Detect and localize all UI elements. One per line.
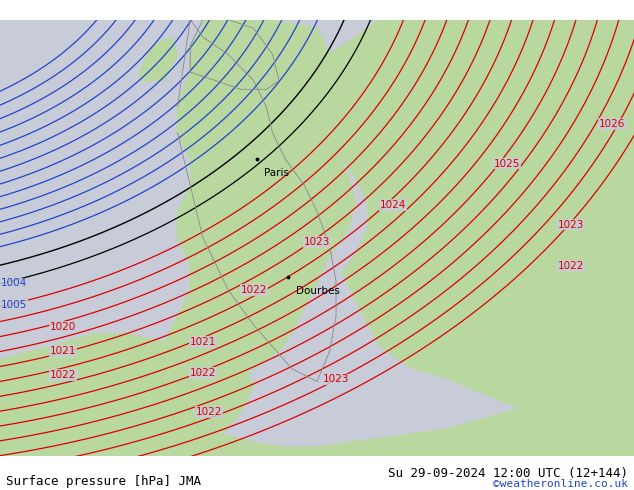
Polygon shape bbox=[139, 37, 178, 81]
Polygon shape bbox=[380, 20, 634, 128]
Text: 1004: 1004 bbox=[1, 278, 27, 289]
Text: 1022: 1022 bbox=[196, 407, 223, 417]
Text: 1023: 1023 bbox=[323, 374, 349, 384]
Text: 1020: 1020 bbox=[50, 322, 77, 332]
Text: 1022: 1022 bbox=[50, 370, 77, 380]
Text: 1022: 1022 bbox=[240, 285, 267, 295]
Text: Dourbes: Dourbes bbox=[296, 286, 340, 295]
Text: 1024: 1024 bbox=[380, 200, 406, 210]
Text: 1005: 1005 bbox=[1, 300, 27, 310]
Polygon shape bbox=[190, 403, 634, 456]
Text: 1021: 1021 bbox=[50, 346, 77, 356]
Text: 1022: 1022 bbox=[190, 368, 216, 378]
Polygon shape bbox=[190, 20, 279, 89]
Text: ©weatheronline.co.uk: ©weatheronline.co.uk bbox=[493, 479, 628, 489]
Polygon shape bbox=[317, 20, 634, 421]
Text: 1026: 1026 bbox=[598, 119, 625, 129]
Text: 1021: 1021 bbox=[190, 337, 216, 347]
Text: Su 29-09-2024 12:00 UTC (12+144): Su 29-09-2024 12:00 UTC (12+144) bbox=[387, 467, 628, 480]
Text: 1025: 1025 bbox=[494, 158, 521, 169]
Polygon shape bbox=[165, 20, 355, 390]
Text: 1023: 1023 bbox=[557, 220, 584, 230]
Text: Surface pressure [hPa] JMA: Surface pressure [hPa] JMA bbox=[6, 474, 202, 488]
Text: 1023: 1023 bbox=[304, 237, 330, 247]
Polygon shape bbox=[317, 20, 431, 124]
Polygon shape bbox=[444, 316, 482, 377]
Polygon shape bbox=[0, 334, 254, 456]
Text: 1022: 1022 bbox=[557, 261, 584, 271]
Text: Paris: Paris bbox=[264, 168, 289, 178]
